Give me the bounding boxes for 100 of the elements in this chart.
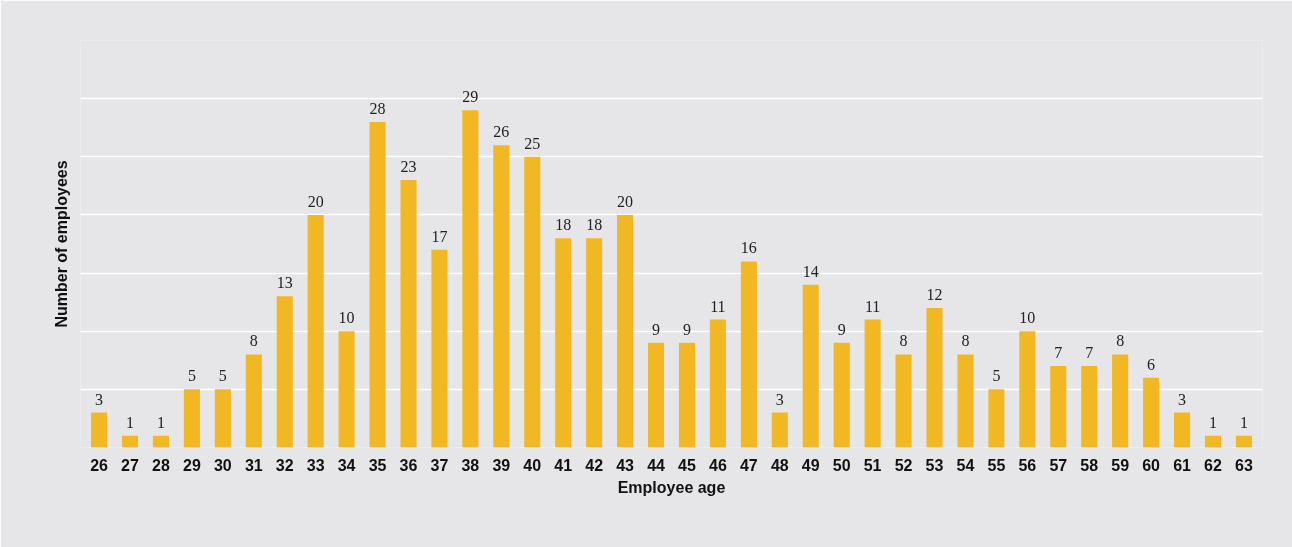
x-tick-label: 37 bbox=[430, 456, 449, 474]
data-label: 18 bbox=[555, 216, 572, 234]
data-label: 5 bbox=[992, 367, 1001, 385]
data-label: 20 bbox=[617, 192, 634, 210]
data-label: 3 bbox=[775, 390, 784, 408]
bar bbox=[400, 180, 417, 448]
data-label: 6 bbox=[1147, 355, 1156, 373]
bar bbox=[555, 238, 572, 448]
x-tick-label: 33 bbox=[306, 456, 325, 474]
data-label: 1 bbox=[126, 413, 135, 431]
x-tick-label: 58 bbox=[1080, 456, 1099, 474]
data-label: 1 bbox=[156, 413, 165, 431]
x-tick-label: 40 bbox=[523, 456, 542, 474]
bar bbox=[338, 331, 355, 448]
bar bbox=[431, 249, 448, 448]
x-tick-label: 41 bbox=[554, 456, 573, 474]
x-tick-label: 38 bbox=[461, 456, 480, 474]
data-label: 17 bbox=[431, 227, 448, 245]
data-label: 8 bbox=[961, 332, 970, 350]
data-label: 26 bbox=[493, 123, 510, 141]
data-label: 8 bbox=[899, 332, 908, 350]
x-tick-label: 52 bbox=[894, 456, 913, 474]
x-tick-label: 27 bbox=[121, 456, 140, 474]
bar bbox=[1204, 435, 1222, 448]
x-tick-label: 53 bbox=[925, 456, 944, 474]
bar bbox=[678, 342, 696, 448]
x-tick-label: 28 bbox=[152, 456, 170, 474]
data-label: 18 bbox=[586, 216, 603, 234]
data-label: 9 bbox=[682, 320, 691, 338]
data-label: 7 bbox=[1054, 344, 1063, 362]
x-tick-label: 36 bbox=[399, 456, 418, 474]
bar bbox=[895, 354, 912, 448]
x-tick-label: 31 bbox=[244, 456, 263, 474]
x-tick-label: 62 bbox=[1204, 456, 1222, 474]
bar bbox=[1050, 366, 1067, 448]
bar bbox=[988, 389, 1005, 448]
bar bbox=[802, 284, 819, 448]
x-tick-label: 29 bbox=[182, 456, 201, 474]
data-label: 12 bbox=[926, 285, 943, 303]
data-label: 8 bbox=[1116, 332, 1125, 350]
bar bbox=[926, 307, 943, 448]
x-tick-label: 50 bbox=[832, 456, 851, 474]
data-label: 11 bbox=[864, 297, 881, 315]
x-tick-label: 44 bbox=[647, 456, 666, 474]
bar bbox=[524, 156, 541, 448]
y-axis-title: Number of employees bbox=[52, 160, 70, 328]
data-label: 11 bbox=[710, 297, 726, 315]
x-tick-label: 54 bbox=[956, 456, 975, 474]
bar bbox=[771, 412, 788, 448]
x-tick-label: 61 bbox=[1173, 456, 1192, 474]
data-label: 29 bbox=[462, 88, 479, 106]
data-label: 13 bbox=[276, 274, 293, 292]
x-tick-label: 51 bbox=[863, 456, 882, 474]
bar bbox=[709, 319, 726, 448]
data-label: 20 bbox=[307, 192, 324, 210]
bar bbox=[152, 435, 169, 448]
x-tick-label: 43 bbox=[616, 456, 635, 474]
bar bbox=[864, 319, 881, 448]
x-tick-label: 55 bbox=[987, 456, 1006, 474]
bar bbox=[214, 389, 231, 448]
data-label: 28 bbox=[369, 99, 386, 117]
bar bbox=[1081, 366, 1098, 448]
bar bbox=[369, 121, 386, 448]
data-label: 23 bbox=[400, 158, 417, 176]
data-label: 9 bbox=[837, 320, 846, 338]
bar bbox=[245, 354, 262, 448]
bar bbox=[1019, 331, 1036, 448]
bar bbox=[740, 261, 757, 448]
bar bbox=[1112, 354, 1129, 448]
bar bbox=[91, 412, 108, 448]
bar bbox=[1235, 435, 1252, 448]
data-label: 1 bbox=[1208, 413, 1217, 431]
bar bbox=[276, 296, 293, 448]
bar bbox=[1174, 412, 1191, 448]
data-label: 9 bbox=[652, 320, 661, 338]
bar bbox=[833, 342, 850, 448]
x-tick-label: 63 bbox=[1235, 456, 1253, 474]
x-tick-label: 48 bbox=[770, 456, 789, 474]
x-tick-label: 34 bbox=[337, 456, 356, 474]
x-axis-title: Employee age bbox=[617, 478, 726, 496]
data-label: 25 bbox=[524, 134, 541, 152]
data-label: 3 bbox=[95, 390, 104, 408]
data-label: 7 bbox=[1085, 344, 1094, 362]
x-tick-label: 57 bbox=[1049, 456, 1068, 474]
bar bbox=[121, 435, 139, 448]
bar bbox=[183, 389, 200, 448]
bar bbox=[1143, 377, 1160, 448]
data-label: 10 bbox=[1019, 309, 1036, 327]
bar bbox=[307, 214, 324, 448]
bar bbox=[957, 354, 974, 448]
data-label: 8 bbox=[249, 332, 258, 350]
x-tick-label: 45 bbox=[678, 456, 696, 474]
x-tick-label: 49 bbox=[801, 456, 820, 474]
data-label: 1 bbox=[1239, 413, 1248, 431]
bar bbox=[586, 238, 603, 448]
data-label: 3 bbox=[1178, 390, 1187, 408]
data-label: 10 bbox=[338, 309, 355, 327]
x-tick-label: 59 bbox=[1111, 456, 1130, 474]
x-tick-label: 46 bbox=[709, 456, 727, 474]
data-label: 14 bbox=[802, 262, 819, 280]
